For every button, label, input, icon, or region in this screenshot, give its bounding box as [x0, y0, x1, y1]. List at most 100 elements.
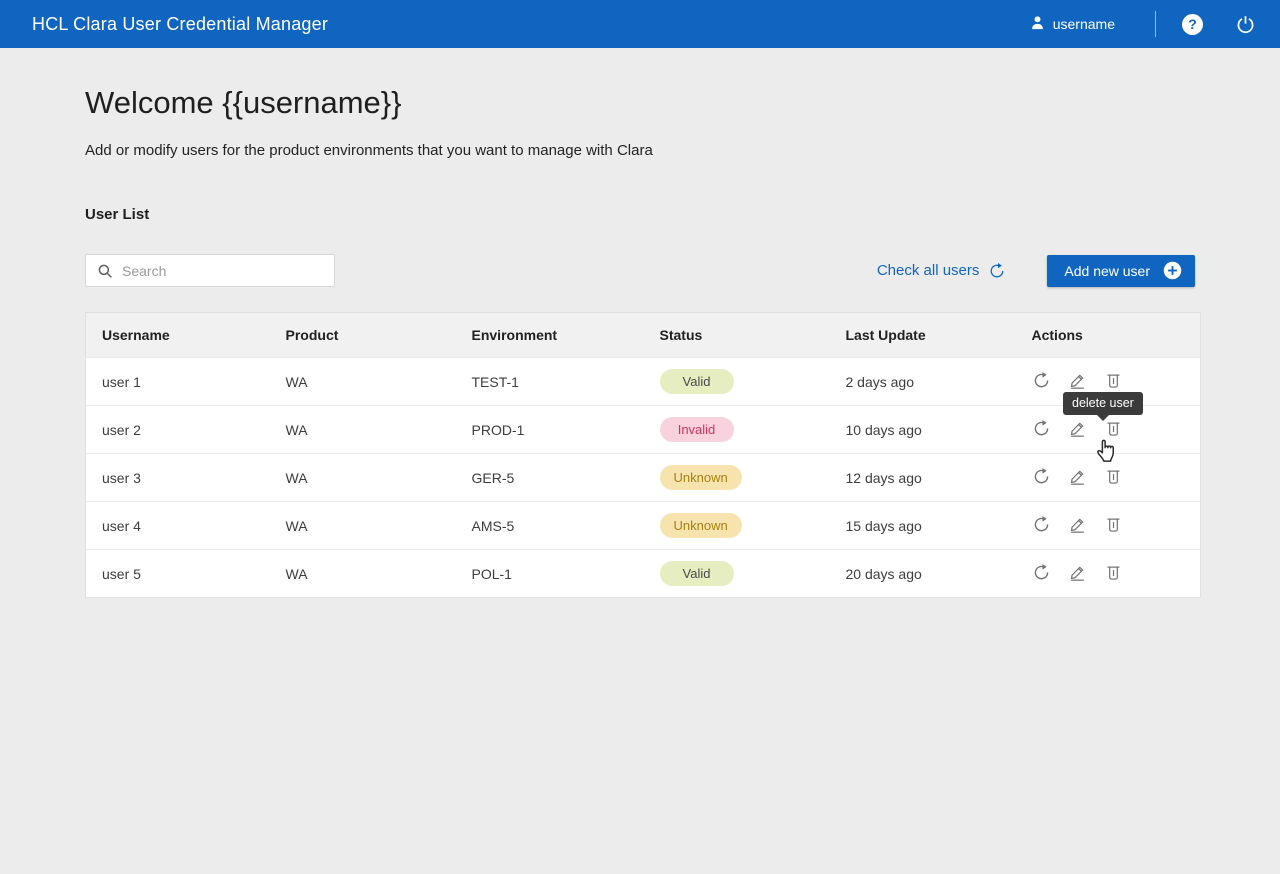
- cell-last-update: 10 days ago: [829, 405, 1016, 454]
- cell-environment: GER-5: [455, 453, 644, 502]
- user-table: Username Product Environment Status Last…: [85, 312, 1201, 598]
- cell-environment: POL-1: [455, 549, 644, 598]
- check-user-button[interactable]: [1032, 466, 1052, 488]
- cell-status: Invalid: [643, 405, 830, 454]
- cell-username: user 4: [85, 501, 270, 550]
- cell-actions: [1015, 549, 1201, 598]
- column-header-last-update: Last Update: [829, 312, 1016, 358]
- app-header-right: username ?: [1029, 11, 1256, 37]
- cell-last-update: 20 days ago: [829, 549, 1016, 598]
- cell-last-update: 2 days ago: [829, 357, 1016, 406]
- edit-user-button[interactable]: [1067, 418, 1087, 440]
- add-new-user-label: Add new user: [1064, 262, 1150, 279]
- edit-icon: [1068, 515, 1087, 534]
- trash-icon: [1104, 563, 1123, 582]
- column-header-status: Status: [643, 312, 830, 358]
- cell-status: Valid: [643, 549, 830, 598]
- column-header-actions: Actions: [1015, 312, 1201, 358]
- delete-user-button[interactable]: [1103, 514, 1123, 536]
- refresh-icon: [988, 262, 1006, 280]
- check-user-button[interactable]: [1032, 370, 1052, 392]
- table-header-row: Username Product Environment Status Last…: [85, 312, 1201, 358]
- check-all-users-label: Check all users: [876, 262, 980, 279]
- edit-user-button[interactable]: [1067, 514, 1087, 536]
- delete-user-tooltip: delete user: [1063, 392, 1143, 415]
- help-icon[interactable]: ?: [1182, 13, 1203, 35]
- column-header-environment: Environment: [455, 312, 644, 358]
- cell-product: WA: [269, 357, 456, 406]
- status-badge: Unknown: [659, 513, 742, 538]
- person-icon: [1029, 14, 1046, 34]
- column-header-username: Username: [85, 312, 270, 358]
- status-badge: Invalid: [659, 417, 734, 442]
- cell-last-update: 12 days ago: [829, 453, 1016, 502]
- header-divider: [1155, 11, 1156, 37]
- edit-user-button[interactable]: [1067, 562, 1087, 584]
- refresh-icon: [1032, 419, 1051, 438]
- refresh-icon: [1032, 371, 1051, 390]
- table-row: user 2 WA PROD-1 Invalid 10 days ago: [85, 405, 1201, 454]
- cell-environment: AMS-5: [455, 501, 644, 550]
- delete-user-button[interactable]: [1103, 466, 1123, 488]
- delete-user-button[interactable]: [1103, 562, 1123, 584]
- edit-icon: [1068, 371, 1087, 390]
- table-toolbar: Check all users Add new user: [85, 254, 1195, 287]
- cell-product: WA: [269, 453, 456, 502]
- check-user-button[interactable]: [1032, 418, 1052, 440]
- logout-power-icon[interactable]: [1235, 14, 1256, 35]
- table-row: user 1 WA TEST-1 Valid 2 days ago: [85, 357, 1201, 406]
- cell-username: user 2: [85, 405, 270, 454]
- main-content: Welcome {{username}} Add or modify users…: [0, 85, 1280, 598]
- cell-username: user 1: [85, 357, 270, 406]
- refresh-icon: [1032, 563, 1051, 582]
- edit-icon: [1068, 467, 1087, 486]
- table-row: user 4 WA AMS-5 Unknown 15 days ago: [85, 501, 1201, 550]
- check-user-button[interactable]: [1032, 562, 1052, 584]
- trash-icon: [1104, 467, 1123, 486]
- add-new-user-button[interactable]: Add new user: [1047, 254, 1195, 287]
- trash-icon: [1104, 371, 1123, 390]
- edit-user-button[interactable]: [1067, 466, 1087, 488]
- cell-product: WA: [269, 405, 456, 454]
- cell-status: Valid: [643, 357, 830, 406]
- cell-actions: [1015, 501, 1201, 550]
- cell-actions: [1015, 405, 1201, 454]
- status-badge: Valid: [659, 561, 734, 586]
- refresh-icon: [1032, 467, 1051, 486]
- cell-status: Unknown: [643, 453, 830, 502]
- check-user-button[interactable]: [1032, 514, 1052, 536]
- user-list-title: User List: [85, 206, 150, 223]
- delete-user-button[interactable]: [1103, 370, 1123, 392]
- search-icon: [96, 262, 114, 280]
- cell-username: user 5: [85, 549, 270, 598]
- cell-status: Unknown: [643, 501, 830, 550]
- user-menu-label: username: [1052, 16, 1115, 32]
- delete-user-button[interactable]: [1103, 418, 1123, 440]
- help-glyph: ?: [1188, 16, 1197, 32]
- app-title: HCL Clara User Credential Manager: [32, 13, 329, 34]
- edit-icon: [1068, 419, 1087, 438]
- page-title: Welcome {{username}}: [85, 85, 402, 120]
- page-subtitle: Add or modify users for the product envi…: [85, 142, 653, 159]
- cell-environment: PROD-1: [455, 405, 644, 454]
- trash-icon: [1104, 419, 1123, 438]
- edit-icon: [1068, 563, 1087, 582]
- user-table-container: Username Product Environment Status Last…: [85, 312, 1201, 598]
- app-header: HCL Clara User Credential Manager userna…: [0, 0, 1280, 48]
- check-all-users-link[interactable]: Check all users: [877, 262, 1007, 280]
- user-menu[interactable]: username: [1029, 14, 1115, 34]
- search-box: [85, 254, 335, 287]
- cell-product: WA: [269, 549, 456, 598]
- search-input[interactable]: [86, 255, 334, 286]
- column-header-product: Product: [269, 312, 456, 358]
- table-row: user 5 WA POL-1 Valid 20 days ago: [85, 549, 1201, 598]
- refresh-icon: [1032, 515, 1051, 534]
- status-badge: Unknown: [659, 465, 742, 490]
- edit-user-button[interactable]: [1067, 370, 1087, 392]
- trash-icon: [1104, 515, 1123, 534]
- cell-last-update: 15 days ago: [829, 501, 1016, 550]
- plus-circle-icon: [1162, 260, 1183, 281]
- cell-actions: [1015, 453, 1201, 502]
- status-badge: Valid: [659, 369, 734, 394]
- cell-username: user 3: [85, 453, 270, 502]
